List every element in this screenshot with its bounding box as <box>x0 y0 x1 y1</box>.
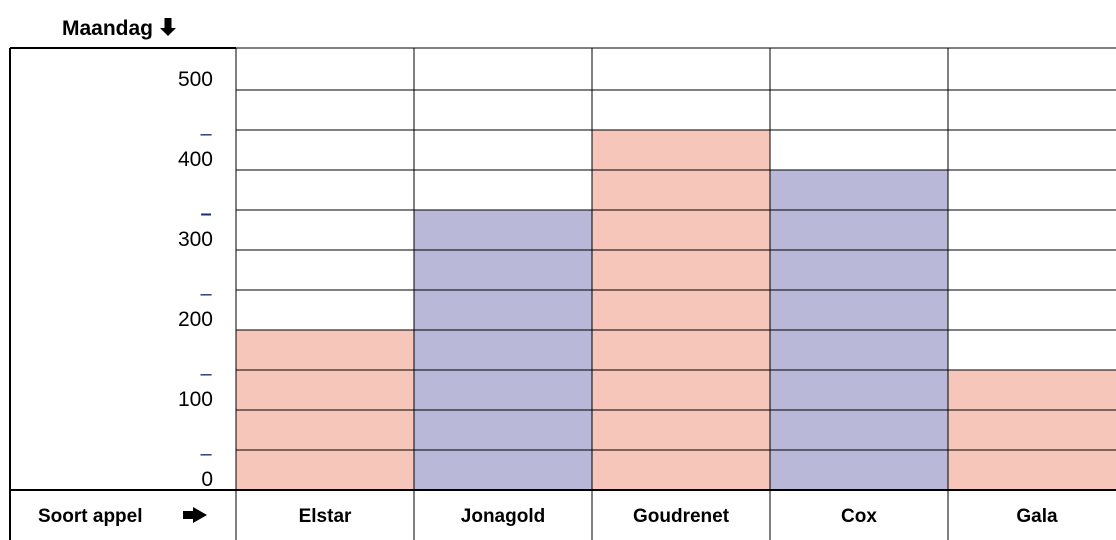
y-minor-tick-mark: – <box>200 123 212 145</box>
table-frame <box>9 47 1116 540</box>
y-tick-label: 0 <box>201 468 213 491</box>
y-tick-label: 200 <box>178 308 213 331</box>
bar-jonagold <box>414 210 592 490</box>
y-tick-label: 500 <box>178 68 213 91</box>
y-tick-label: 100 <box>178 388 213 411</box>
y-minor-tick-mark: – <box>200 283 212 305</box>
x-axis-labels: Soort appel Elstar Jonagold Goudrenet Cox Gal… <box>38 506 1058 527</box>
grid-layer <box>235 47 1116 540</box>
x-tick-label-elstar: Elstar <box>299 506 352 527</box>
y-axis-ticks: 0 100 200 300 400 500 <box>178 68 213 491</box>
chart-title-row: Maandag <box>62 17 177 41</box>
y-minor-tick-mark: – <box>200 363 212 385</box>
y-axis-minor-ticks: – – – – – <box>200 123 212 465</box>
y-tick-label: 300 <box>178 228 213 251</box>
down-arrow-icon <box>159 17 177 40</box>
bars-layer <box>236 130 1116 490</box>
y-minor-tick-mark: – <box>200 203 211 225</box>
right-arrow-icon <box>183 507 207 523</box>
y-minor-tick-mark: – <box>200 443 212 465</box>
chart-title: Maandag <box>62 17 154 40</box>
bar-goudrenet <box>592 130 770 490</box>
bar-gala <box>948 370 1116 490</box>
x-tick-label-cox: Cox <box>841 506 877 527</box>
x-axis-title: Soort appel <box>38 506 143 527</box>
y-tick-label: 400 <box>178 148 213 171</box>
x-tick-label-jonagold: Jonagold <box>461 506 545 527</box>
x-tick-label-goudrenet: Goudrenet <box>633 506 730 527</box>
x-tick-label-gala: Gala <box>1016 506 1058 527</box>
